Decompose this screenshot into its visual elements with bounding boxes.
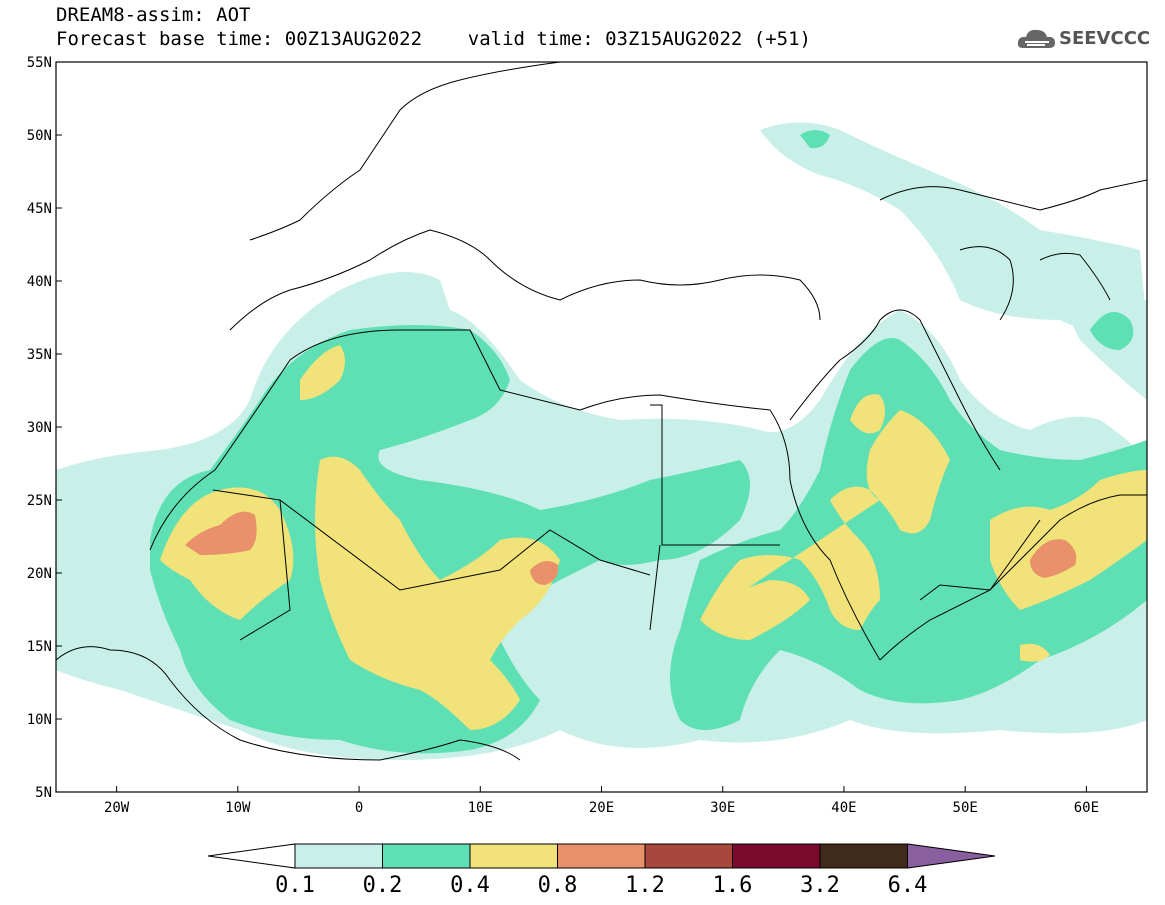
aot-level-0.8 bbox=[185, 511, 1077, 585]
lat-tick-label: 55N bbox=[27, 55, 52, 71]
colorbar-segment bbox=[819, 843, 908, 869]
colorbar-label: 1.2 bbox=[625, 873, 665, 898]
coastlines bbox=[56, 62, 1147, 761]
lon-tick-label: 60E bbox=[1074, 800, 1099, 816]
lat-tick-label: 15N bbox=[27, 639, 52, 655]
lat-tick-label: 25N bbox=[27, 493, 52, 509]
longitude-axis: 20W 10W 0 10E 20E 30E 40E 50E 60E bbox=[104, 786, 1099, 816]
colorbar-segment bbox=[294, 843, 383, 869]
seevccc-logo: SEEVCCC bbox=[1017, 24, 1157, 56]
forecast-time-line: Forecast base time: 00Z13AUG2022 valid t… bbox=[56, 28, 811, 50]
colorbar-label: 1.6 bbox=[713, 873, 753, 898]
colorbar-low-arrow bbox=[207, 843, 296, 869]
lon-tick-label: 10W bbox=[225, 800, 251, 816]
colorbar-high-arrow bbox=[907, 843, 996, 869]
colorbar-label: 3.2 bbox=[800, 873, 840, 898]
lon-tick-label: 40E bbox=[831, 800, 856, 816]
colorbar-label: 0.4 bbox=[450, 873, 490, 898]
latitude-axis: 55N 50N 45N 40N 35N 30N 25N 20N 15N 10N 5N bbox=[27, 55, 62, 801]
map-title: DREAM8-assim: AOT bbox=[56, 4, 251, 26]
colorbar-segment bbox=[644, 843, 733, 869]
lon-tick-label: 20E bbox=[589, 800, 614, 816]
colorbar-label: 0.2 bbox=[363, 873, 403, 898]
lat-tick-label: 40N bbox=[27, 274, 52, 290]
lat-tick-label: 45N bbox=[27, 201, 52, 217]
colorbar-segment bbox=[382, 843, 471, 869]
lat-tick-label: 10N bbox=[27, 712, 52, 728]
colorbar-label: 0.8 bbox=[538, 873, 578, 898]
lat-tick-label: 35N bbox=[27, 347, 52, 363]
lon-tick-label: 0 bbox=[355, 800, 363, 816]
lat-tick-label: 5N bbox=[35, 785, 52, 801]
lat-tick-label: 30N bbox=[27, 420, 52, 436]
colorbar-segment bbox=[557, 843, 646, 869]
colorbar: 0.1 0.2 0.4 0.8 1.2 1.6 3.2 6.4 bbox=[207, 843, 996, 898]
aot-field bbox=[56, 122, 1147, 760]
colorbar-segment bbox=[469, 843, 558, 869]
lon-tick-label: 50E bbox=[953, 800, 978, 816]
lon-tick-label: 20W bbox=[104, 800, 130, 816]
colorbar-label: 6.4 bbox=[888, 873, 928, 898]
aot-level-0.4 bbox=[160, 345, 1147, 730]
lon-tick-label: 10E bbox=[468, 800, 493, 816]
colorbar-label: 0.1 bbox=[275, 873, 315, 898]
lat-tick-label: 50N bbox=[27, 128, 52, 144]
logo-text: SEEVCCC bbox=[1059, 28, 1151, 49]
lat-tick-label: 20N bbox=[27, 566, 52, 582]
aot-level-0.2 bbox=[150, 130, 1147, 754]
lon-tick-label: 30E bbox=[710, 800, 735, 816]
cloud-icon bbox=[1017, 29, 1055, 48]
colorbar-segment bbox=[732, 843, 821, 869]
